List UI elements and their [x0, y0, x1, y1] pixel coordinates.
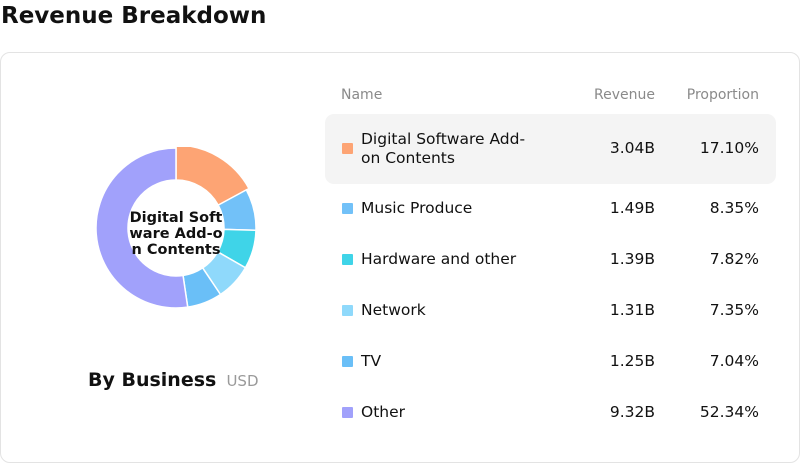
row-name: Digital Software Add-on Contents: [361, 130, 526, 167]
table-row[interactable]: TV 1.25B 7.04%: [325, 337, 776, 387]
revenue-card: Digital Software Add-on Contents By Busi…: [0, 52, 800, 463]
donut-center-text: Digital Software Add-on Contents: [129, 210, 223, 258]
row-name: Network: [361, 301, 426, 319]
row-proportion: 7.82%: [709, 250, 759, 268]
donut-slice[interactable]: [95, 147, 189, 309]
row-revenue: 1.31B: [609, 301, 655, 319]
donut-caption: By Business USD: [88, 369, 259, 391]
row-revenue: 1.39B: [609, 250, 655, 268]
row-name: TV: [361, 352, 382, 370]
table-row[interactable]: Other 9.32B 52.34%: [325, 388, 776, 438]
donut-chart: [95, 147, 257, 309]
table-row[interactable]: Network 1.31B 7.35%: [325, 286, 776, 336]
table-row[interactable]: Music Produce 1.49B 8.35%: [325, 184, 776, 234]
row-proportion: 7.35%: [709, 301, 759, 319]
page-title: Revenue Breakdown: [1, 3, 267, 29]
row-name: Hardware and other: [361, 250, 517, 268]
donut-slice[interactable]: [175, 147, 251, 207]
legend-swatch: [342, 305, 353, 316]
donut-center-label: Digital Software Add-on Contents: [126, 201, 226, 267]
row-proportion: 7.04%: [709, 352, 759, 370]
legend-swatch: [342, 143, 353, 154]
row-revenue: 1.49B: [609, 199, 655, 217]
row-proportion: 52.34%: [699, 403, 759, 421]
column-header-revenue: Revenue: [594, 87, 655, 103]
row-revenue: 3.04B: [609, 139, 655, 157]
donut-caption-unit: USD: [226, 372, 259, 390]
row-revenue: 1.25B: [609, 352, 655, 370]
row-proportion: 17.10%: [699, 139, 759, 157]
table-row[interactable]: Hardware and other 1.39B 7.82%: [325, 235, 776, 285]
row-revenue: 9.32B: [609, 403, 655, 421]
legend-swatch: [342, 407, 353, 418]
legend-swatch: [342, 203, 353, 214]
column-header-proportion: Proportion: [686, 87, 759, 103]
row-proportion: 8.35%: [709, 199, 759, 217]
row-name: Music Produce: [361, 199, 473, 217]
column-header-name: Name: [341, 87, 383, 103]
legend-swatch: [342, 254, 353, 265]
table-row[interactable]: Digital Software Add-on Contents 3.04B 17.…: [325, 114, 776, 184]
legend-swatch: [342, 356, 353, 367]
donut-caption-title: By Business: [88, 369, 217, 391]
row-name: Other: [361, 403, 406, 421]
